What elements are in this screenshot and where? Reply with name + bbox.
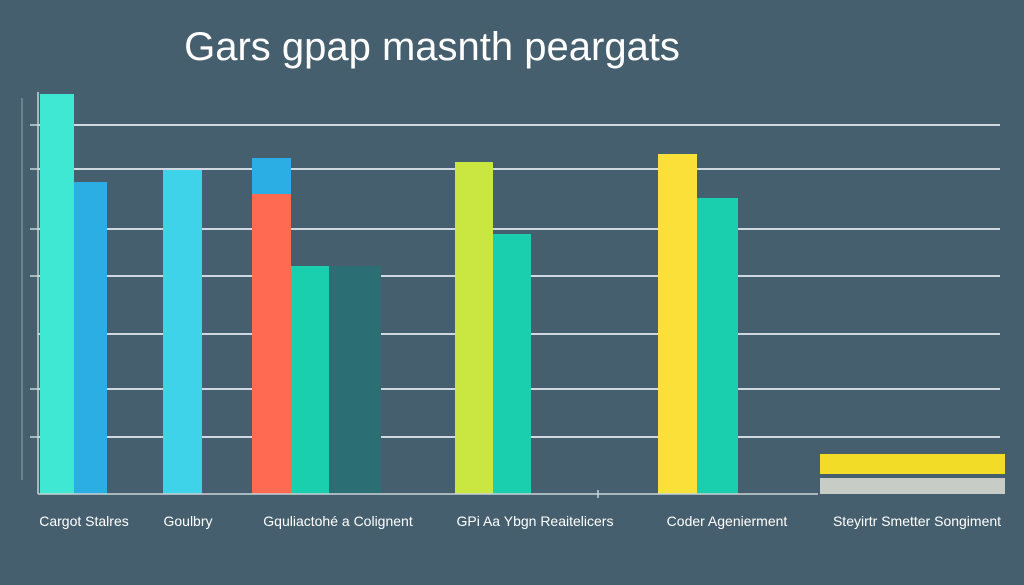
category-label: Coder Agenierment <box>667 513 788 529</box>
bar <box>291 266 329 494</box>
category-label: Gquliactohé a Colignent <box>263 513 413 529</box>
bar <box>697 198 738 494</box>
bars-group <box>40 94 1005 494</box>
bar <box>493 234 531 494</box>
category-labels: Cargot Stalres Goulbry Gquliactohé a Colig… <box>39 513 1001 529</box>
category-label: Cargot Stalres <box>39 513 128 529</box>
bar <box>820 454 1005 474</box>
bar <box>329 266 381 494</box>
category-label: GPi Aa Ybgn Reaitelicers <box>457 513 614 529</box>
chart-title: Gars gpap masnth peargats <box>184 25 680 69</box>
bar <box>820 478 1005 494</box>
bar <box>40 94 74 494</box>
category-label: Steyirtr Smetter Songiment <box>833 513 1001 529</box>
bar <box>252 158 291 194</box>
category-label: Goulbry <box>163 513 212 529</box>
bar <box>74 182 107 494</box>
bar <box>163 170 202 494</box>
axes-group <box>21 92 818 498</box>
bar <box>252 194 291 494</box>
bar <box>455 162 493 494</box>
bar <box>658 154 697 494</box>
